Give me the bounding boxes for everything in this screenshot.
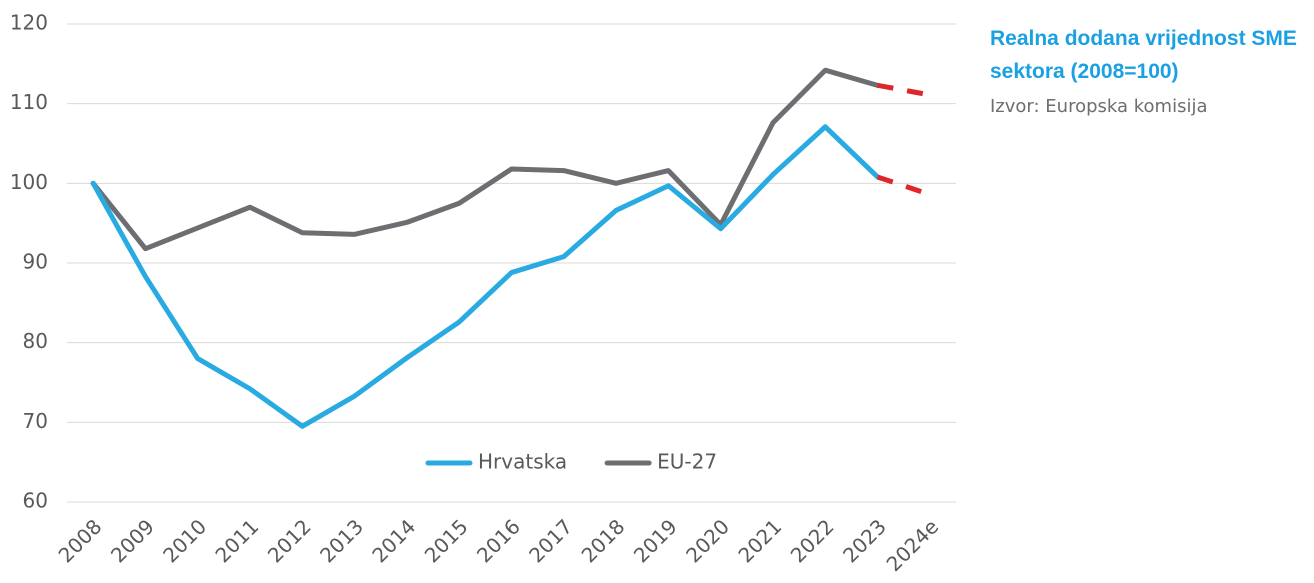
x-tick-label: 2010 [158,514,211,567]
x-tick-label: 2018 [577,514,630,567]
x-tick-label: 2021 [733,514,786,567]
y-tick-label: 120 [10,11,48,35]
x-tick-label: 2017 [524,514,577,567]
x-tick-label: 2012 [263,514,316,567]
forecast-line [876,174,931,197]
x-tick-label: 2019 [629,514,682,567]
y-tick-label: 80 [23,329,48,353]
x-tick-label: 2020 [681,514,734,567]
y-tick-label: 100 [10,170,48,194]
side-panel: Realna dodana vrijednost SME sektora (20… [990,22,1310,117]
y-tick-label: 70 [23,409,48,433]
chart-subtitle: Izvor: Europska komisija [990,96,1208,117]
x-tick-label: 2024e [882,514,944,576]
x-tick-label: 2016 [472,514,525,567]
x-tick-label: 2014 [367,514,420,567]
x-tick-label: 2011 [210,514,263,567]
x-tick-label: 2008 [54,514,107,567]
y-tick-label: 110 [10,90,48,114]
legend-label: Hrvatska [478,450,567,474]
y-tick-label: 90 [23,250,48,274]
x-tick-label: 2022 [786,514,839,567]
x-tick-label: 2009 [106,514,159,567]
forecast-line [877,82,931,98]
y-tick-label: 60 [23,489,48,513]
x-tick-label: 2015 [420,514,473,567]
series-line [90,124,881,429]
chart-title: Realna dodana vrijednost SME sektora (20… [990,27,1297,83]
x-tick-label: 2013 [315,514,368,567]
series-line [90,67,881,252]
legend-label: EU-27 [657,450,717,474]
